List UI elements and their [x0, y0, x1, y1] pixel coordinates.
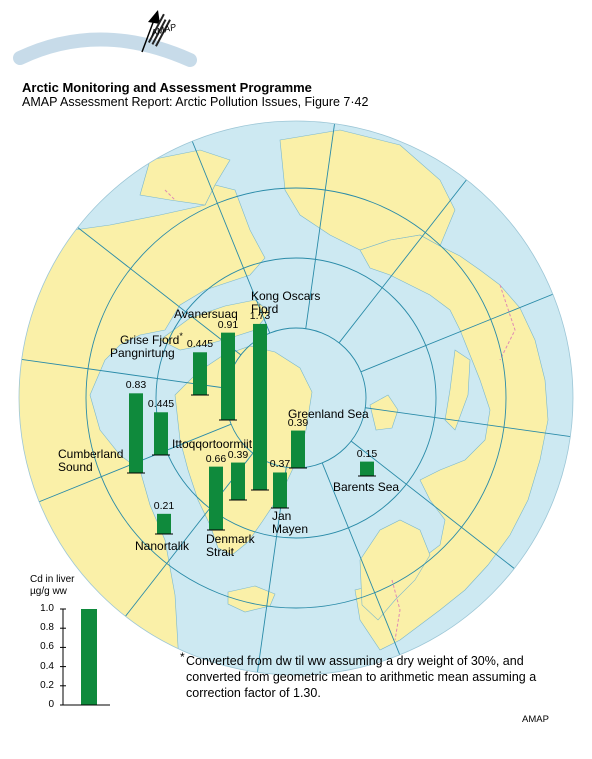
value-label-6: 0.39 — [227, 448, 249, 461]
legend-unit-label: Cd in liver µg/g ww — [30, 574, 75, 597]
legend-tick-label: 0.4 — [40, 660, 54, 672]
legend-tick-label: 0.8 — [40, 622, 54, 634]
value-label-9: 0.39 — [287, 416, 309, 429]
meridian-line — [360, 288, 566, 373]
label-barents-sea: Barents Sea — [333, 480, 400, 494]
meridian-line — [67, 219, 242, 356]
bar-6 — [231, 462, 245, 500]
bar-4 — [221, 332, 235, 420]
land-alaska — [139, 149, 231, 206]
legend-tick-label: 0 — [48, 699, 54, 710]
land-eurasia — [354, 234, 549, 651]
label-cumberland-line1: Cumberland — [58, 447, 124, 461]
report-subtitle: AMAP Assessment Report: Arctic Pollution… — [22, 95, 369, 109]
value-label-8: 0.37 — [269, 458, 291, 471]
label-jan-line2: Mayen — [272, 522, 309, 536]
land-east-siberia — [279, 129, 456, 251]
bar-9 — [291, 430, 305, 468]
value-label-10: 0.15 — [356, 447, 378, 460]
legend-tick-label: 1.0 — [40, 603, 54, 614]
value-label-2: 0.445 — [147, 398, 175, 411]
value-label-7: 0.66 — [205, 452, 227, 465]
label-ittoqqortoormiit: Ittoqqortoormiit — [172, 437, 253, 451]
land-novaya-zemlya — [444, 349, 471, 431]
value-label-3: 0.445 — [186, 338, 214, 351]
label-pangnirtung: Pangnirtung — [110, 346, 175, 360]
bar-11 — [157, 513, 171, 534]
meridian-line — [365, 407, 573, 439]
bar-8 — [273, 472, 287, 508]
label-avanersuaq: Avanersuaq — [174, 307, 238, 321]
meridian-line — [350, 440, 525, 577]
report-title: Arctic Monitoring and Assessment Program… — [22, 80, 312, 95]
land-svalbard — [369, 394, 399, 431]
bar-5 — [253, 323, 267, 490]
label-denmark-line2: Strait — [206, 545, 235, 559]
bar-7 — [209, 466, 223, 530]
footnote-star: * — [180, 650, 185, 664]
label-kong-line1: Kong Oscars — [251, 289, 321, 303]
grise-text: Grise Fjord — [120, 333, 180, 347]
footnote: * Converted from dw til ww assuming a dr… — [180, 650, 566, 701]
value-label-5: 1.73 — [249, 309, 271, 322]
label-kong-oscars-fjord: Kong Oscars Fjord — [251, 290, 320, 316]
label-nanortalik: Nanortalik — [135, 539, 190, 553]
value-label-1: 0.83 — [125, 379, 147, 392]
label-jan-line1: Jan — [272, 509, 292, 523]
label-grise-fjord: Grise Fjord* — [120, 330, 183, 347]
credit-text: AMAP — [522, 714, 549, 725]
label-cumberland-line2: Sound — [58, 460, 93, 474]
meridian-line — [117, 452, 254, 627]
land-scandinavia — [359, 519, 431, 621]
label-jan-mayen: Jan Mayen — [272, 510, 308, 536]
label-denmark-line1: Denmark — [206, 532, 255, 546]
value-label-11: 0.21 — [153, 499, 175, 512]
label-cumberland-sound: Cumberland Sound — [58, 448, 123, 474]
bar-3 — [193, 352, 207, 395]
footnote-text: Converted from dw til ww assuming a dry … — [186, 654, 537, 700]
label-greenland-sea: Greenland Sea — [288, 407, 369, 421]
bar-1 — [129, 393, 143, 473]
grise-star: * — [179, 331, 183, 341]
value-label-4: 0.91 — [217, 318, 239, 331]
bar-2 — [154, 412, 168, 455]
legend-bar — [81, 609, 97, 705]
meridian-line — [186, 128, 271, 334]
bar-10 — [360, 461, 374, 476]
meridian-line — [321, 462, 406, 668]
amap-logo: AMAP — [13, 10, 197, 67]
label-denmark-strait: Denmark Strait — [206, 533, 255, 559]
meridian-line — [19, 357, 227, 389]
meridian-line — [338, 169, 475, 344]
legend-tick-label: 0.6 — [40, 641, 54, 653]
label-kong-line2: Fjord — [251, 302, 279, 316]
meridian-line — [305, 121, 337, 329]
land-ellesmere — [159, 299, 271, 351]
legend-tick-label: 0.2 — [40, 679, 54, 691]
